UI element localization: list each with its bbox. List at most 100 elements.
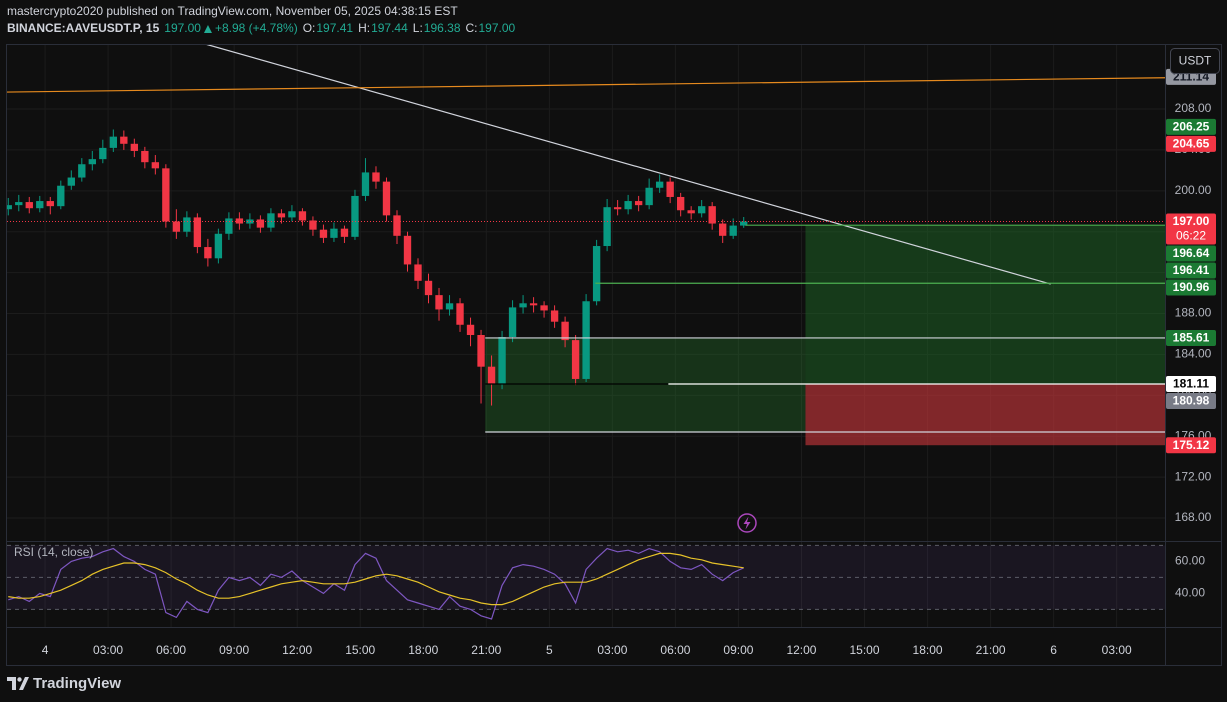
price-label: 197.00 <box>1173 214 1210 228</box>
candle-body <box>603 207 611 247</box>
candle-body <box>424 280 433 296</box>
price-label-box <box>1166 279 1216 296</box>
candle-body <box>414 264 422 281</box>
x-tick-label: 09:00 <box>219 643 249 657</box>
candle-body <box>25 202 33 209</box>
ohlc-label: C: <box>466 21 478 35</box>
price-label: 196.64 <box>1173 246 1210 260</box>
y-tick-label: 200.00 <box>1175 183 1212 197</box>
brand-name: TradingView <box>33 675 121 692</box>
x-tick-label: 06:00 <box>660 643 690 657</box>
price-label-box <box>1166 392 1216 409</box>
candle-body <box>109 136 118 148</box>
candle-body <box>172 221 181 232</box>
x-tick-label: 12:00 <box>282 643 312 657</box>
candle-body <box>477 334 485 367</box>
candle-body <box>708 206 716 224</box>
candle-body <box>330 228 338 238</box>
candle-body <box>319 229 328 238</box>
rsi-title: RSI (14, close) <box>14 545 93 559</box>
candle-body <box>393 215 401 236</box>
candle-body <box>634 201 643 206</box>
candle-body <box>508 307 517 338</box>
candle-body <box>655 181 664 188</box>
candle-body <box>687 210 695 214</box>
currency-button[interactable]: USDT <box>1170 48 1220 74</box>
candle-body <box>193 217 202 248</box>
axes: 168.00172.00176.00180.00184.00188.00192.… <box>42 68 1216 657</box>
rsi-tick-label: 60.00 <box>1175 554 1205 568</box>
currency-label[interactable]: USDT <box>1179 54 1212 68</box>
symbol: BINANCE:AAVEUSDT.P, 15 <box>7 21 160 35</box>
candle-body <box>235 218 244 224</box>
candle-body <box>666 181 674 197</box>
chart-frame <box>6 44 1222 666</box>
y-tick-label: 172.00 <box>1175 469 1212 483</box>
candle-body <box>277 213 286 218</box>
price-label: 196.41 <box>1173 263 1210 277</box>
candle-body <box>78 164 86 178</box>
price-label-box <box>1166 135 1216 152</box>
candle-body <box>435 295 443 310</box>
candle-body <box>99 147 107 160</box>
candle-body <box>183 217 191 232</box>
x-tick-label: 03:00 <box>1102 643 1132 657</box>
ohlc-value: 197.44 <box>371 21 408 35</box>
candle-body <box>130 143 139 151</box>
position-box <box>805 383 1165 446</box>
candle-body <box>645 187 653 206</box>
candle-body <box>67 177 75 186</box>
candle-body <box>456 303 464 325</box>
rsi-pane <box>7 544 1165 620</box>
candle-body <box>740 221 748 226</box>
candle-body <box>120 136 128 144</box>
candle-body <box>382 181 391 216</box>
price-label: 175.12 <box>1173 438 1210 452</box>
candle-body <box>214 233 223 259</box>
candle-body <box>719 223 727 236</box>
ohlc-value: 197.41 <box>316 21 353 35</box>
drawing-line <box>7 77 1165 93</box>
y-tick-label: 184.00 <box>1175 347 1212 361</box>
candle-body <box>15 202 23 206</box>
price-label-box <box>1166 118 1216 135</box>
alert-icon <box>737 513 757 533</box>
rsi-tick-label: 40.00 <box>1175 586 1205 600</box>
position-box <box>805 225 1165 384</box>
price-label: 180.98 <box>1173 394 1210 408</box>
candle-body <box>571 340 580 379</box>
publish-info: mastercrypto2020 published on TradingVie… <box>7 4 458 18</box>
candle-body <box>550 310 559 322</box>
x-tick-label: 15:00 <box>345 643 375 657</box>
candle-body <box>246 219 254 224</box>
candle-body <box>540 305 548 311</box>
candle-body <box>309 220 317 230</box>
candle-body <box>445 303 454 310</box>
candle-body <box>519 303 527 308</box>
x-tick-label: 5 <box>546 643 553 657</box>
price-label-box <box>1166 437 1216 454</box>
candle-body <box>561 321 569 341</box>
candle-body <box>403 235 412 265</box>
price-label-box <box>1166 245 1216 262</box>
price-pane <box>7 44 1165 446</box>
rsi-line <box>8 547 744 620</box>
candle-body <box>151 162 160 169</box>
candle-body <box>36 201 44 209</box>
price-label: 181.11 <box>1173 377 1209 391</box>
price-label: 190.96 <box>1173 280 1210 294</box>
x-tick-label: 15:00 <box>850 643 880 657</box>
ohlc-value: 196.38 <box>424 21 461 35</box>
position-box <box>485 337 806 433</box>
countdown: 06:22 <box>1176 229 1206 243</box>
candle-body <box>729 225 737 236</box>
candle-body <box>46 201 54 207</box>
candle-body <box>351 195 359 237</box>
candle-body <box>57 185 65 207</box>
candle-body <box>204 247 212 259</box>
candle-body <box>340 228 349 237</box>
candle-body <box>466 324 475 335</box>
price-label: 204.65 <box>1173 137 1210 151</box>
